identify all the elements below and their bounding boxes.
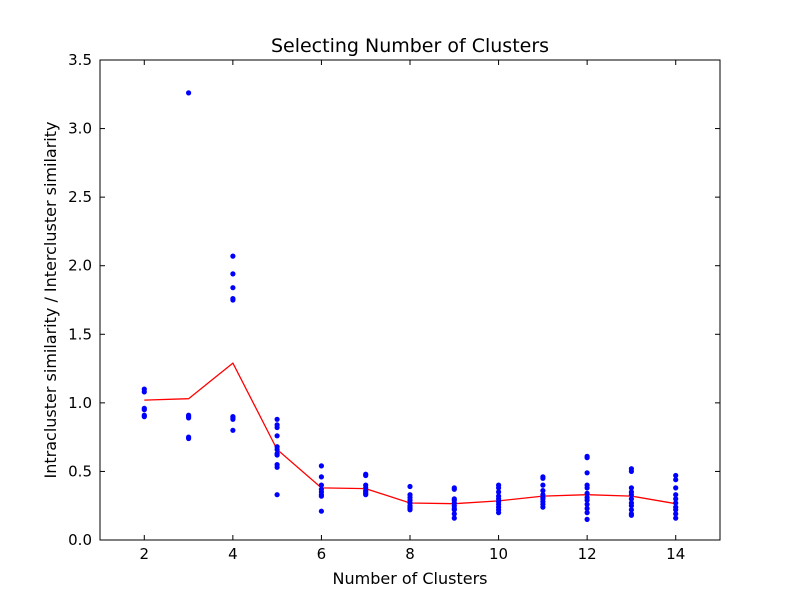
marks-layer <box>141 90 679 523</box>
scatter-point <box>274 492 280 498</box>
scatter-point <box>628 503 635 509</box>
scatter-point <box>540 504 546 510</box>
x-tick-label: 8 <box>405 545 415 563</box>
scatter-point <box>230 416 236 422</box>
scatter-point <box>230 297 236 303</box>
scatter-point <box>186 435 192 442</box>
axes-frame <box>99 59 721 541</box>
scatter-point <box>584 490 590 496</box>
scatter-point <box>186 415 192 421</box>
scatter-point <box>318 474 324 480</box>
scatter-point <box>141 389 147 395</box>
scatter-point <box>584 505 590 512</box>
plot-area <box>100 60 720 540</box>
scatter-point <box>274 464 280 470</box>
scatter-point <box>318 463 324 469</box>
x-tick-label: 14 <box>666 545 685 563</box>
scatter-point <box>274 433 280 439</box>
scatter-point <box>186 90 192 96</box>
scatter-point <box>628 496 635 502</box>
scatter-point <box>274 446 280 453</box>
scatter-point <box>628 507 635 513</box>
scatter-point <box>628 485 635 491</box>
scatter-point <box>274 452 280 458</box>
scatter-point <box>141 407 147 413</box>
scatter-point <box>318 508 324 514</box>
scatter-point <box>496 509 502 516</box>
scatter-point <box>230 285 236 291</box>
x-tick-label: 4 <box>228 545 238 563</box>
scatter-point <box>363 492 369 498</box>
scatter-point <box>673 507 679 513</box>
scatter-point <box>496 489 502 495</box>
chart-title: Selecting Number of Clusters <box>271 35 549 57</box>
scatter-point <box>451 515 457 521</box>
scatter-point <box>673 496 679 502</box>
scatter-point <box>584 501 590 507</box>
scatter-point <box>451 507 457 513</box>
scatter-point <box>451 511 457 517</box>
scatter-point <box>584 485 590 491</box>
y-tick-label: 2.0 <box>68 257 92 275</box>
scatter-point <box>540 475 546 481</box>
scatter-point <box>628 492 635 498</box>
y-tick-label: 1.5 <box>68 325 92 343</box>
scatter-point <box>584 509 590 516</box>
y-tick-label: 1.0 <box>68 394 92 412</box>
scatter-point <box>407 483 413 490</box>
scatter-point <box>141 414 147 420</box>
y-tick-label: 0.0 <box>68 531 92 549</box>
y-axis-label: Intracluster similarity / Intercluster s… <box>41 122 60 479</box>
scatter-point <box>407 507 413 513</box>
y-tick-label: 0.5 <box>68 462 92 480</box>
scatter-point <box>274 416 280 422</box>
scatter-point <box>673 492 679 498</box>
scatter-point <box>496 485 502 491</box>
scatter-point <box>540 482 546 488</box>
scatter-point <box>451 486 457 492</box>
x-tick-label: 10 <box>489 545 508 563</box>
scatter-point <box>318 482 324 488</box>
scatter-point <box>673 472 679 479</box>
scatter-point <box>230 271 236 277</box>
scatter-point <box>673 477 679 483</box>
scatter-point <box>628 468 635 474</box>
scatter-point <box>318 493 324 499</box>
scatter-point <box>540 488 546 494</box>
x-tick-label: 12 <box>578 545 597 563</box>
scatter-point <box>230 253 236 259</box>
scatter-point <box>673 515 679 521</box>
scatter-point <box>363 472 369 479</box>
scatter-point <box>673 511 679 517</box>
scatter-point <box>274 424 280 431</box>
x-tick-label: 2 <box>140 545 150 563</box>
scatter-point <box>584 470 590 476</box>
y-tick-label: 3.0 <box>68 120 92 138</box>
scatter-point <box>584 497 590 503</box>
scatter-point <box>584 455 590 461</box>
y-tick-label: 3.5 <box>68 51 92 69</box>
x-tick-label: 6 <box>317 545 327 563</box>
scatter-point <box>628 512 635 518</box>
ticks-layer: 2 4 6 8 10 12 14 0.0 0.5 1.0 1.5 2.0 2.5 3.0 3.5 <box>68 51 720 563</box>
scatter-point <box>673 485 679 491</box>
scatter-point <box>584 516 590 523</box>
x-axis-label: Number of Clusters <box>333 569 488 588</box>
y-tick-label: 2.5 <box>68 188 92 206</box>
scatter-point <box>673 500 679 506</box>
scatter-point <box>230 427 236 433</box>
